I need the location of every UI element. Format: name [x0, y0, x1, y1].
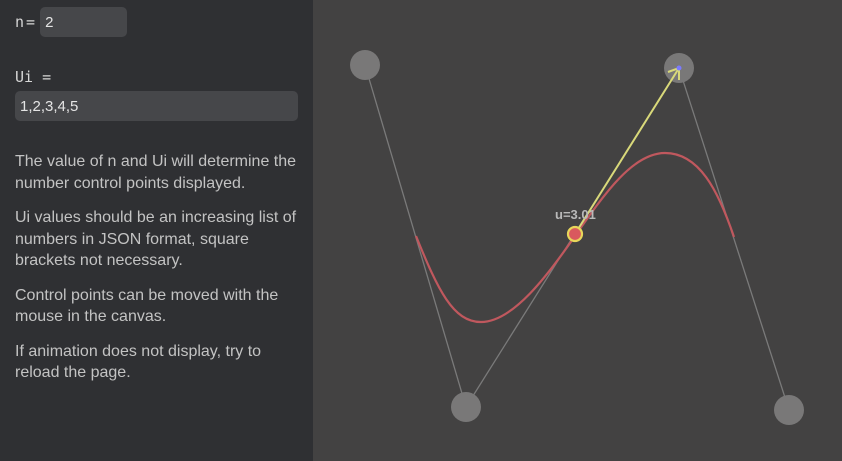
u-value-label: u=3.01 — [555, 207, 596, 222]
curve-svg[interactable]: u=3.01 — [313, 0, 842, 461]
n-row: n = — [15, 7, 128, 37]
control-point[interactable] — [774, 395, 804, 425]
tangent-tip-dot — [676, 65, 682, 71]
tangent-vector — [574, 67, 680, 235]
help-paragraph-ui-format: Ui values should be an increasing list o… — [15, 209, 297, 269]
n-input[interactable] — [40, 7, 128, 37]
help-paragraph-mouse: Control points can be moved with the mou… — [15, 286, 279, 326]
curve-canvas[interactable]: u=3.01 — [313, 0, 842, 461]
parameter-marker — [566, 225, 584, 243]
control-point[interactable] — [350, 50, 380, 80]
ui-input[interactable] — [15, 91, 298, 121]
help-paragraph-values: The value of n and Ui will determine the… — [15, 153, 297, 192]
n-equals: = — [26, 13, 36, 31]
control-panel: n = Ui = The value of n and Ui will dete… — [0, 0, 313, 461]
ui-label: Ui = — [15, 68, 52, 86]
help-text: The value of n and Ui will determine the… — [15, 151, 307, 397]
help-paragraph-reload: If animation does not display, try to re… — [15, 342, 262, 382]
control-point[interactable] — [451, 392, 481, 422]
n-label: n — [15, 13, 25, 31]
